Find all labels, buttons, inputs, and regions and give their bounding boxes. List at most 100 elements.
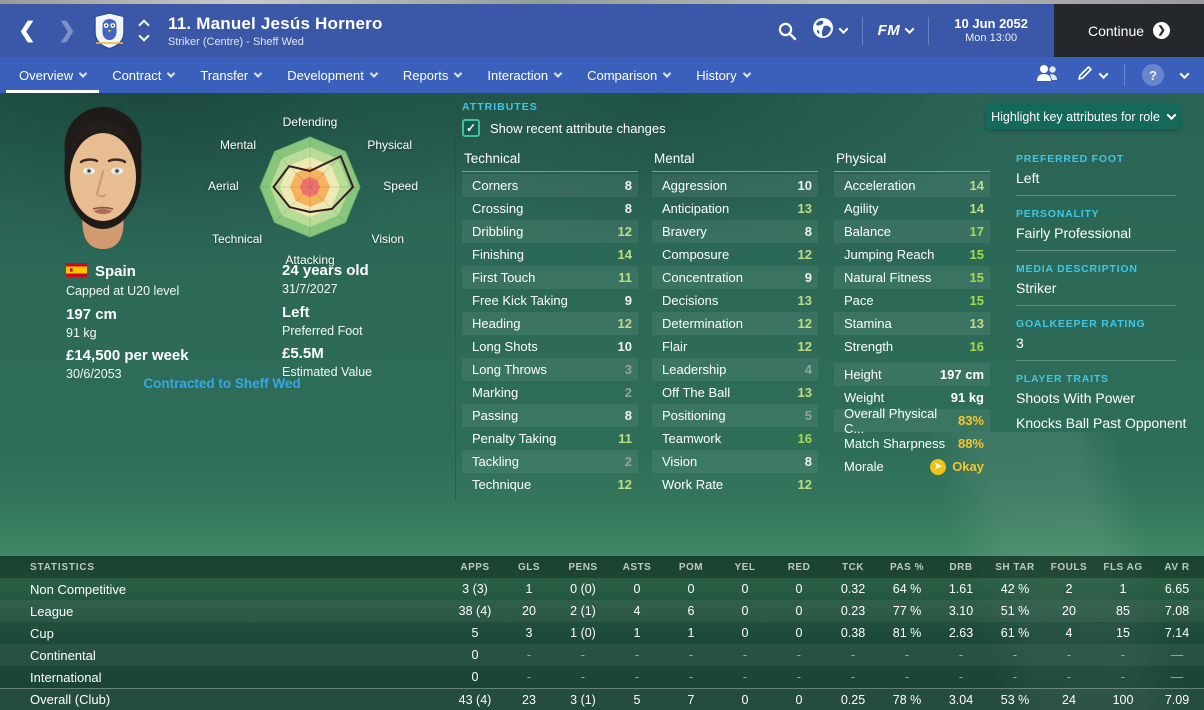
- stat-cell: -: [796, 648, 802, 662]
- statistics-rows: Non Competitive 3 (3) 1 0 (0) 0 0 0 0 0.…: [0, 578, 1204, 710]
- sidebar-section-heading: PREFERRED FOOT: [1016, 153, 1125, 165]
- stat-cell: 0: [687, 582, 695, 596]
- nav-tab[interactable]: Comparison: [574, 57, 683, 93]
- wage-value: £14,500 per week: [66, 347, 189, 364]
- attribute-row: Natural Fitness 15: [834, 266, 990, 289]
- divider: [1016, 195, 1176, 196]
- attribute-label: Agility: [844, 201, 879, 216]
- stat-cell: 0: [795, 626, 803, 640]
- radar-svg: [259, 136, 361, 238]
- morale-value: Okay: [952, 459, 984, 474]
- attribute-value: 12: [797, 477, 812, 492]
- edit-menu[interactable]: [1076, 64, 1109, 87]
- column-header: ASTS: [622, 561, 652, 573]
- attribute-value: 17: [969, 224, 984, 239]
- sidebar-section-value: 3: [1016, 335, 1024, 351]
- attribute-label: Positioning: [662, 408, 726, 423]
- contracted-club-link[interactable]: Contracted to Sheff Wed: [143, 376, 301, 391]
- attribute-value: 12: [617, 316, 632, 331]
- stat-cell: -: [742, 670, 748, 684]
- search-icon[interactable]: [777, 21, 797, 41]
- chevron-down-icon[interactable]: [1179, 68, 1190, 79]
- stat-cell: 0: [795, 604, 803, 618]
- nav-tab-label: Development: [287, 67, 364, 83]
- attribute-row: Teamwork 16: [652, 427, 818, 450]
- attribute-row: Acceleration 14: [834, 174, 990, 197]
- continue-button[interactable]: Continue ❯: [1054, 4, 1204, 57]
- sidebar-section-value: Left: [1016, 170, 1040, 186]
- attribute-value: 10: [617, 339, 632, 354]
- attributes-section-label: ATTRIBUTES: [462, 101, 538, 113]
- nav-tab[interactable]: Overview: [6, 57, 100, 93]
- stat-cell: 0.32: [840, 582, 866, 596]
- date-text: 10 Jun 2052: [954, 15, 1028, 31]
- nav-tab[interactable]: Reports: [390, 57, 475, 93]
- nav-tab-label: Contract: [112, 67, 162, 83]
- attribute-value: 15: [969, 293, 984, 308]
- chevron-down-icon: [662, 69, 672, 78]
- radar-label-aerial: Aerial: [208, 179, 239, 193]
- forward-icon[interactable]: ❯: [58, 19, 76, 42]
- column-header: POM: [678, 561, 704, 573]
- competition-label: International: [30, 669, 102, 685]
- attribute-row: Aggression 10: [652, 174, 818, 197]
- stat-cell: -: [1012, 648, 1018, 662]
- back-icon[interactable]: ❮: [18, 19, 36, 42]
- checkbox-label: Show recent attribute changes: [490, 120, 666, 136]
- column-header: PAS %: [890, 561, 924, 573]
- attribute-row: Technique 12: [462, 473, 638, 496]
- highlight-role-label: Highlight key attributes for role: [991, 109, 1160, 124]
- stat-cell: -: [688, 648, 694, 662]
- attribute-value: 3: [624, 362, 632, 377]
- nav-tab[interactable]: Contract: [99, 57, 187, 93]
- club-badge-icon[interactable]: [94, 12, 126, 50]
- stat-cell: 4: [1065, 626, 1073, 640]
- chevron-down-icon: [904, 24, 915, 35]
- panel-divider-line: [455, 93, 456, 500]
- stat-cell: 3.04: [948, 692, 974, 707]
- attribute-row: Jumping Reach 15: [834, 243, 990, 266]
- attribute-label: Stamina: [844, 316, 892, 331]
- stat-cell: 20: [1062, 604, 1076, 618]
- title-bar-right: FM 10 Jun 2052 Mon 13:00: [777, 4, 1054, 57]
- info-value: 83%: [957, 413, 984, 428]
- stat-cell: -: [904, 670, 910, 684]
- stat-cell: 1 (0): [570, 626, 596, 640]
- mental-attributes-column: Mental Aggression 10 Anticipation 13 Bra…: [652, 151, 818, 496]
- world-menu[interactable]: [812, 17, 849, 44]
- attribute-label: Acceleration: [844, 178, 916, 193]
- nav-bar-icons: ?: [1035, 57, 1204, 93]
- game-date: 10 Jun 2052 Mon 13:00: [944, 16, 1038, 46]
- nav-tab[interactable]: History: [683, 57, 762, 93]
- attribute-value: 8: [804, 454, 812, 469]
- nav-tab-label: Transfer: [200, 67, 249, 83]
- technical-header: Technical: [462, 151, 638, 172]
- attribute-row: Strength 16: [834, 335, 990, 358]
- player-cycle-chevrons[interactable]: [138, 18, 150, 43]
- attribute-label: Bravery: [662, 224, 707, 239]
- attribute-value: 15: [969, 270, 984, 285]
- nav-tab[interactable]: Interaction: [474, 57, 574, 93]
- attribute-value: 12: [797, 339, 812, 354]
- highlight-role-button[interactable]: Highlight key attributes for role: [985, 103, 1181, 130]
- fm-menu[interactable]: FM: [878, 22, 915, 39]
- stat-cell: -: [850, 648, 856, 662]
- stat-cell: -: [1120, 670, 1126, 684]
- nav-tab[interactable]: Development: [274, 57, 390, 93]
- column-header: SH TAR: [995, 561, 1035, 573]
- chevron-down-icon: [167, 69, 176, 78]
- attribute-row: First Touch 11: [462, 266, 638, 289]
- recent-changes-checkbox[interactable]: ✓ Show recent attribute changes: [462, 119, 666, 137]
- globe-icon: [812, 17, 834, 44]
- attribute-row: Heading 12: [462, 312, 638, 335]
- attribute-row: Tackling 2: [462, 450, 638, 473]
- help-icon[interactable]: ?: [1142, 64, 1164, 86]
- physical-info-row: Overall Physical C... 83%: [834, 406, 990, 436]
- players-icon[interactable]: [1035, 63, 1059, 88]
- nav-tab[interactable]: Transfer: [187, 57, 274, 93]
- stat-cell: -: [580, 648, 586, 662]
- weight-value: 91 kg: [66, 325, 97, 340]
- attribute-value: 9: [804, 270, 812, 285]
- attribute-label: Anticipation: [662, 201, 730, 216]
